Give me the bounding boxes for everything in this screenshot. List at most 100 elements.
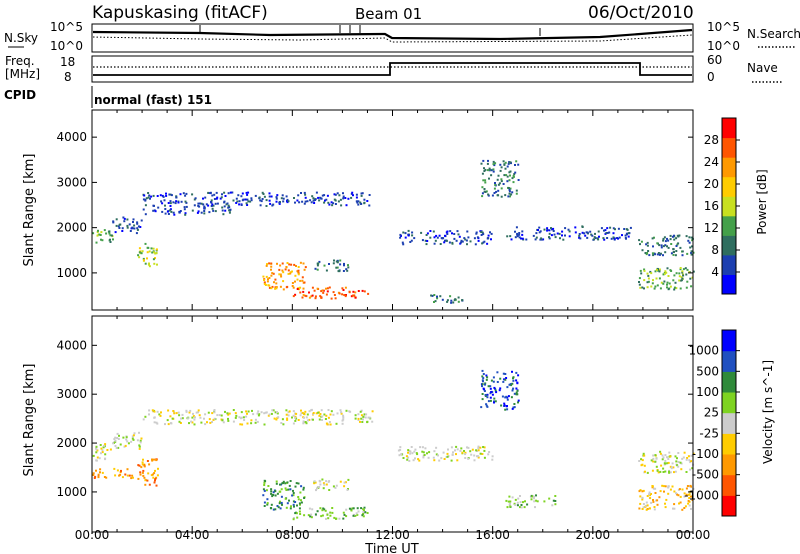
data-cell xyxy=(144,213,147,216)
data-cell xyxy=(100,231,103,234)
data-cell xyxy=(298,510,301,513)
data-cell xyxy=(504,194,507,197)
data-cell xyxy=(664,454,667,457)
data-cell xyxy=(499,169,502,172)
data-cell xyxy=(203,205,206,208)
data-cell xyxy=(538,226,541,229)
data-cell xyxy=(166,419,169,422)
data-cell xyxy=(310,513,313,516)
data-cell xyxy=(558,232,561,235)
data-cell xyxy=(586,231,589,234)
data-cell xyxy=(322,482,325,485)
data-cell xyxy=(329,423,332,426)
data-cell xyxy=(504,373,507,375)
data-cell xyxy=(506,235,509,238)
data-cell xyxy=(481,172,484,175)
data-cell xyxy=(660,246,663,249)
data-cell xyxy=(105,476,108,479)
data-cell xyxy=(271,272,274,275)
data-cell xyxy=(143,259,145,262)
data-cell xyxy=(210,199,213,202)
data-cell xyxy=(664,251,667,254)
data-cell xyxy=(160,200,163,203)
data-cell xyxy=(647,280,650,283)
data-cell xyxy=(508,495,511,498)
data-cell xyxy=(652,500,655,503)
data-cell xyxy=(486,396,489,399)
power-colorbar-label: Power [dB] xyxy=(755,169,769,234)
data-cell xyxy=(276,262,278,265)
data-cell xyxy=(690,236,693,239)
data-cell xyxy=(219,197,222,200)
data-cell xyxy=(271,285,274,288)
data-cell xyxy=(652,454,655,457)
data-cell xyxy=(667,486,670,489)
data-cell xyxy=(104,453,107,456)
data-cell xyxy=(129,230,132,232)
data-cell xyxy=(446,233,449,235)
data-cell xyxy=(98,457,101,460)
data-cell xyxy=(578,233,581,235)
data-cell xyxy=(326,290,329,293)
data-cell xyxy=(147,196,150,199)
data-cell xyxy=(213,409,216,411)
data-cell xyxy=(627,232,630,235)
data-cell xyxy=(184,200,187,203)
data-cell xyxy=(422,456,425,459)
data-cell xyxy=(355,200,358,203)
data-cell xyxy=(308,296,311,299)
data-cell xyxy=(294,512,297,515)
data-cell xyxy=(506,175,509,178)
data-cell xyxy=(118,434,120,437)
data-cell xyxy=(208,211,211,214)
data-cell xyxy=(486,162,489,165)
data-cell xyxy=(664,240,667,243)
data-cell xyxy=(142,418,145,421)
data-cell xyxy=(492,160,495,163)
data-cell xyxy=(144,479,147,482)
data-cell xyxy=(687,499,690,502)
data-cell xyxy=(140,219,143,222)
data-cell xyxy=(362,511,365,513)
data-cell xyxy=(304,200,307,203)
data-cell xyxy=(132,218,135,221)
data-cell xyxy=(281,269,284,272)
data-cell xyxy=(677,494,680,497)
data-cell xyxy=(670,466,673,469)
data-cell xyxy=(487,234,490,237)
data-cell xyxy=(659,490,662,493)
data-cell xyxy=(597,238,600,241)
data-cell xyxy=(281,482,284,485)
data-cell xyxy=(402,243,405,246)
data-cell xyxy=(351,507,354,510)
data-cell xyxy=(174,202,177,205)
velocity-colorbar-label: Velocity [m s^-1] xyxy=(761,360,775,464)
data-cell xyxy=(361,289,364,292)
data-cell xyxy=(500,166,503,169)
data-cell xyxy=(170,194,173,197)
data-cell xyxy=(294,201,296,204)
data-cell xyxy=(481,379,484,382)
data-cell xyxy=(304,421,307,423)
data-cell xyxy=(293,263,296,266)
data-cell xyxy=(295,265,297,267)
data-cell xyxy=(473,459,476,462)
data-cell xyxy=(486,376,489,379)
data-cell xyxy=(300,192,302,194)
data-cell xyxy=(326,513,329,516)
data-cell xyxy=(126,468,129,471)
data-cell xyxy=(530,498,533,501)
data-cell xyxy=(596,237,599,240)
data-cell xyxy=(114,231,117,234)
data-cell xyxy=(661,484,664,487)
data-cell xyxy=(324,509,327,512)
data-cell xyxy=(295,482,298,485)
data-cell xyxy=(481,375,484,378)
data-cell xyxy=(275,482,278,485)
data-cell xyxy=(515,393,518,396)
data-cell xyxy=(417,458,420,461)
data-cell xyxy=(334,193,337,196)
data-cell xyxy=(264,284,267,286)
data-cell xyxy=(480,406,483,409)
